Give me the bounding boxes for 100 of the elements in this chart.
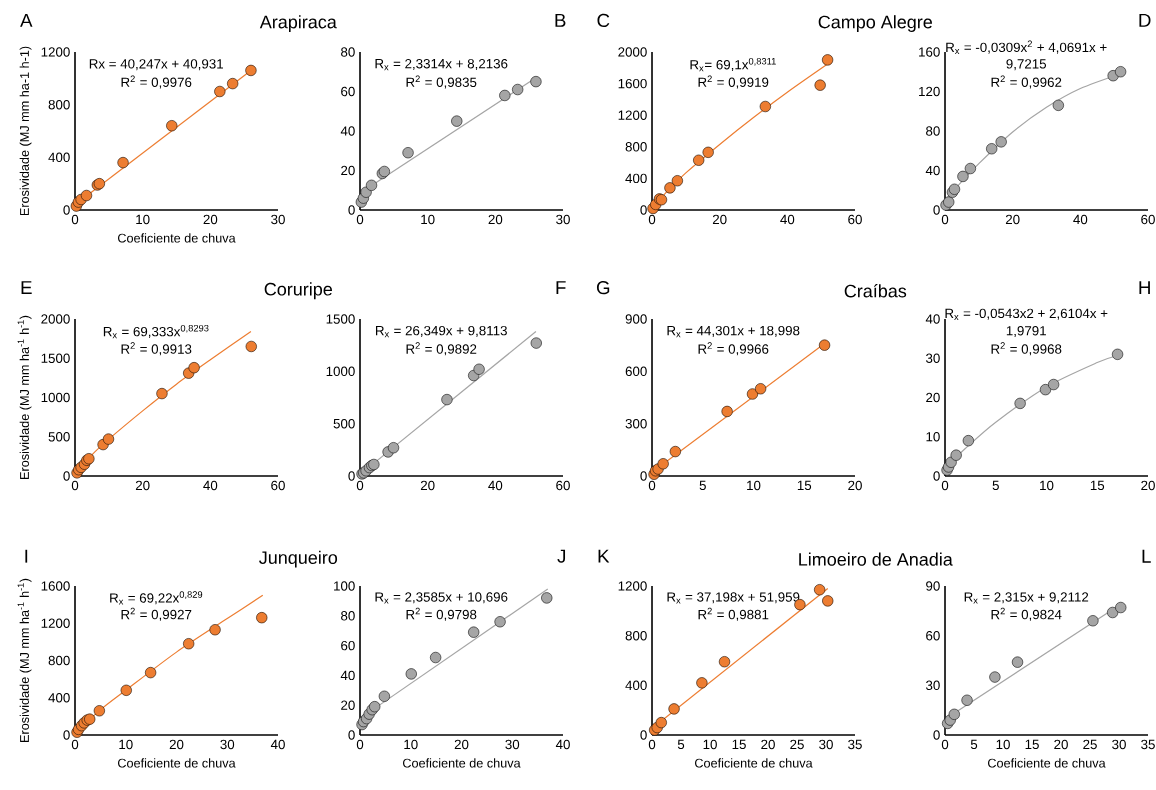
x-tick-label: 60: [848, 214, 862, 225]
x-tick-label: 20: [454, 739, 469, 750]
y-tick-label: 0: [348, 205, 355, 215]
y-tick-label: 60: [341, 640, 355, 651]
x-tick-label: 10: [996, 739, 1010, 750]
x-tick-label: 20: [488, 214, 503, 225]
y-tick-label: 500: [48, 432, 70, 442]
x-tick-label: 0: [71, 739, 79, 750]
y-tick-label: 20: [926, 392, 940, 403]
text: B: [555, 13, 566, 27]
x-tick-label: 60: [1141, 214, 1155, 225]
annotation: R$_{x}$ = 44,301x + 18,998: [667, 325, 800, 338]
x-tick-label: 0: [648, 739, 656, 750]
chart-title: Junqueiro: [259, 550, 338, 568]
annotation: R$^{2}$ = 0,9927: [121, 607, 192, 621]
y-tick-label: 500: [333, 418, 355, 429]
text: C: [597, 13, 610, 28]
y-tick-label: 0: [640, 205, 647, 215]
x-tick-label: 0: [941, 739, 949, 750]
y-axis-title: Erosividade (MJ mm ha-1 h-1): [19, 46, 32, 216]
annotation: R$^{2}$ = 0,9798: [406, 607, 477, 621]
y-tick-label: 1600: [618, 78, 647, 89]
x-tick-label: 0: [71, 480, 79, 491]
annotation: 1,9791: [1006, 326, 1046, 338]
y-tick-label: 20: [341, 165, 355, 176]
x-tick-label: 20: [1005, 214, 1020, 225]
y-tick-label: 400: [625, 680, 647, 691]
x-tick-label: 5: [970, 739, 978, 750]
y-tick-label: 300: [625, 418, 647, 429]
annotation: R$_{x}$ = 69,333x$^{0,8293}$: [103, 324, 209, 339]
y-tick-label: 800: [48, 99, 70, 110]
x-tick-label: 10: [421, 214, 435, 225]
x-tick-label: 0: [356, 214, 364, 225]
y-tick-label: 0: [348, 471, 355, 481]
annotation: R$_{x}$ = -0,0543x2 + 2,6104x +: [945, 308, 1108, 320]
y-tick-label: 60: [341, 86, 355, 97]
x-tick-label: 0: [648, 480, 656, 491]
x-tick-label: 30: [271, 214, 285, 225]
text: G: [596, 280, 610, 295]
y-tick-label: 40: [925, 314, 940, 324]
x-tick-label: 20: [420, 480, 435, 491]
x-axis-title: Coeficiente de chuva: [118, 233, 236, 243]
x-tick-label: 40: [488, 480, 503, 491]
y-tick-label: 400: [48, 152, 70, 163]
y-axis-title: Erosividade (MJ mm ha$^{-1}$ h$^{-1}$): [17, 578, 32, 742]
y-tick-label: 0: [933, 730, 940, 740]
annotation: R$_{x}$= 69,1x$^{0,8311}$: [690, 57, 776, 72]
x-tick-label: 20: [169, 739, 184, 750]
y-tick-label: 80: [926, 126, 940, 136]
y-tick-label: 0: [63, 471, 70, 481]
y-tick-label: 0: [63, 730, 70, 740]
y-tick-label: 40: [925, 165, 940, 176]
y-tick-label: 1200: [618, 581, 647, 591]
x-tick-label: 5: [677, 739, 685, 750]
annotation: R$_{x}$ = 2,3314x + 8,2136: [375, 58, 508, 71]
x-tick-label: 20: [203, 214, 218, 225]
y-tick-label: 0: [348, 730, 355, 740]
y-tick-label: 1000: [326, 366, 355, 377]
y-tick-label: 1200: [41, 47, 70, 57]
x-axis-title: Coeficiente de chuva: [403, 758, 521, 768]
x-tick-label: 0: [356, 480, 364, 491]
x-tick-label: 30: [556, 214, 570, 225]
x-tick-label: 10: [136, 214, 150, 225]
x-tick-label: 0: [941, 480, 949, 491]
text: I: [25, 549, 28, 563]
y-tick-label: 0: [640, 471, 647, 481]
annotation: R$^{2}$ = 0,9919: [698, 75, 769, 89]
text: H: [1139, 281, 1150, 295]
x-tick-label: 40: [555, 739, 570, 750]
x-tick-label: 35: [1141, 739, 1155, 750]
x-tick-label: 30: [1112, 739, 1126, 750]
y-tick-label: 2000: [41, 314, 70, 324]
y-tick-label: 40: [340, 670, 355, 681]
x-tick-label: 15: [732, 739, 746, 750]
y-tick-label: 1200: [618, 110, 647, 120]
y-tick-label: 10: [926, 432, 940, 442]
x-tick-label: 5: [992, 480, 999, 491]
y-tick-label: 0: [63, 205, 70, 215]
y-tick-label: 30: [925, 353, 940, 363]
x-tick-label: 30: [220, 739, 235, 750]
x-tick-label: 25: [790, 739, 804, 750]
text: E: [21, 281, 32, 295]
chart-title: Limoeiro de Anadia: [799, 552, 953, 566]
annotation: R$_{x}$ = -0,0309x$^{2}$ + 4,0691x +: [946, 40, 1107, 54]
x-tick-label: 20: [712, 214, 727, 225]
text: J: [557, 549, 566, 563]
x-tick-label: 15: [1025, 739, 1039, 750]
x-tick-label: 60: [556, 480, 570, 491]
x-tick-label: 5: [699, 480, 706, 491]
annotation: R$^{2}$ = 0,9824: [991, 607, 1062, 621]
y-tick-label: 20: [341, 700, 355, 710]
y-tick-label: 800: [625, 142, 647, 152]
x-tick-label: 40: [203, 480, 218, 491]
x-tick-label: 30: [819, 739, 833, 750]
y-tick-label: 100: [334, 581, 355, 591]
y-tick-label: 1200: [41, 618, 70, 628]
y-tick-label: 0: [640, 730, 647, 740]
text: D: [1139, 13, 1151, 27]
annotation: R$^{2}$ = 0,9881: [698, 607, 769, 621]
text: K: [598, 549, 610, 563]
